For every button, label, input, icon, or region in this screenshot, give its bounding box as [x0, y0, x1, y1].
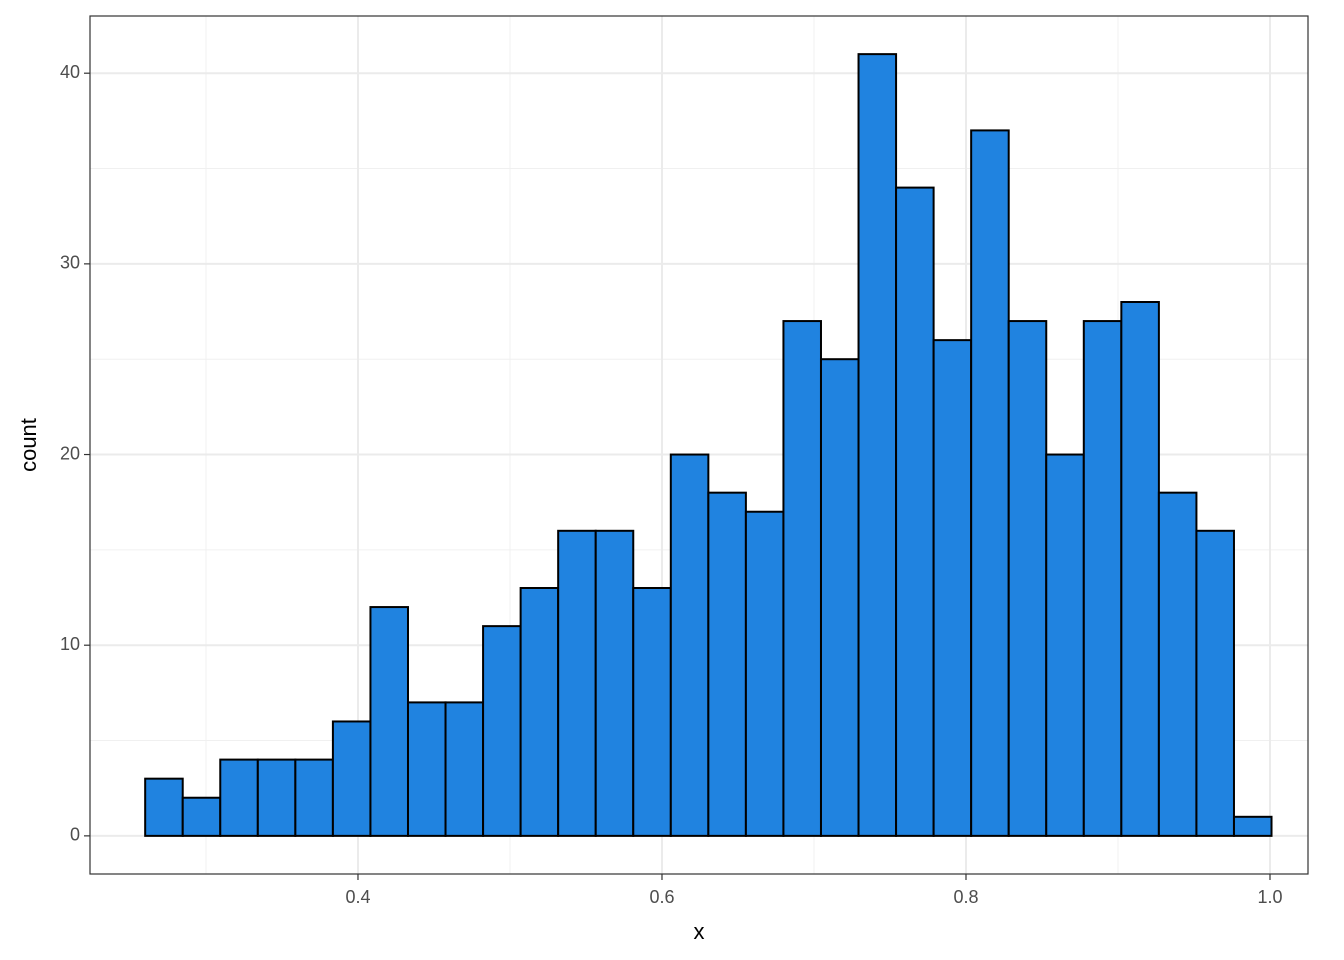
bar	[519, 587, 560, 837]
bar	[1082, 320, 1123, 837]
bar	[482, 625, 522, 837]
bar	[331, 720, 372, 837]
bar	[557, 529, 597, 837]
bar	[369, 606, 409, 837]
y-tick-label: 40	[60, 62, 80, 82]
bar	[1232, 815, 1273, 837]
bar	[1007, 320, 1048, 837]
bar	[256, 758, 297, 837]
bar	[1195, 529, 1235, 837]
bar	[895, 186, 935, 837]
bar	[669, 453, 710, 837]
x-tick-label: 0.4	[345, 887, 370, 907]
y-axis-title: count	[16, 418, 41, 472]
bar	[294, 758, 334, 837]
bar	[819, 358, 860, 837]
bar	[744, 510, 785, 837]
bar	[857, 53, 898, 837]
bar	[144, 777, 184, 837]
bar	[632, 587, 672, 837]
y-tick-label: 30	[60, 253, 80, 273]
bar	[181, 796, 222, 837]
y-tick-label: 0	[70, 825, 80, 845]
x-tick-label: 0.8	[953, 887, 978, 907]
bar	[1157, 491, 1198, 837]
bar	[406, 701, 447, 837]
x-axis-title: x	[694, 919, 705, 944]
bar	[932, 339, 973, 837]
y-tick-label: 10	[60, 634, 80, 654]
bar	[219, 758, 259, 837]
bar	[707, 491, 747, 837]
bar	[1120, 301, 1160, 837]
bar	[594, 529, 635, 837]
bar	[970, 129, 1010, 837]
x-tick-label: 1.0	[1257, 887, 1282, 907]
bar	[1045, 453, 1085, 837]
x-tick-label: 0.6	[649, 887, 674, 907]
panel-border	[89, 15, 1309, 875]
bar	[444, 701, 485, 837]
bar	[782, 320, 822, 837]
y-tick-label: 20	[60, 443, 80, 463]
